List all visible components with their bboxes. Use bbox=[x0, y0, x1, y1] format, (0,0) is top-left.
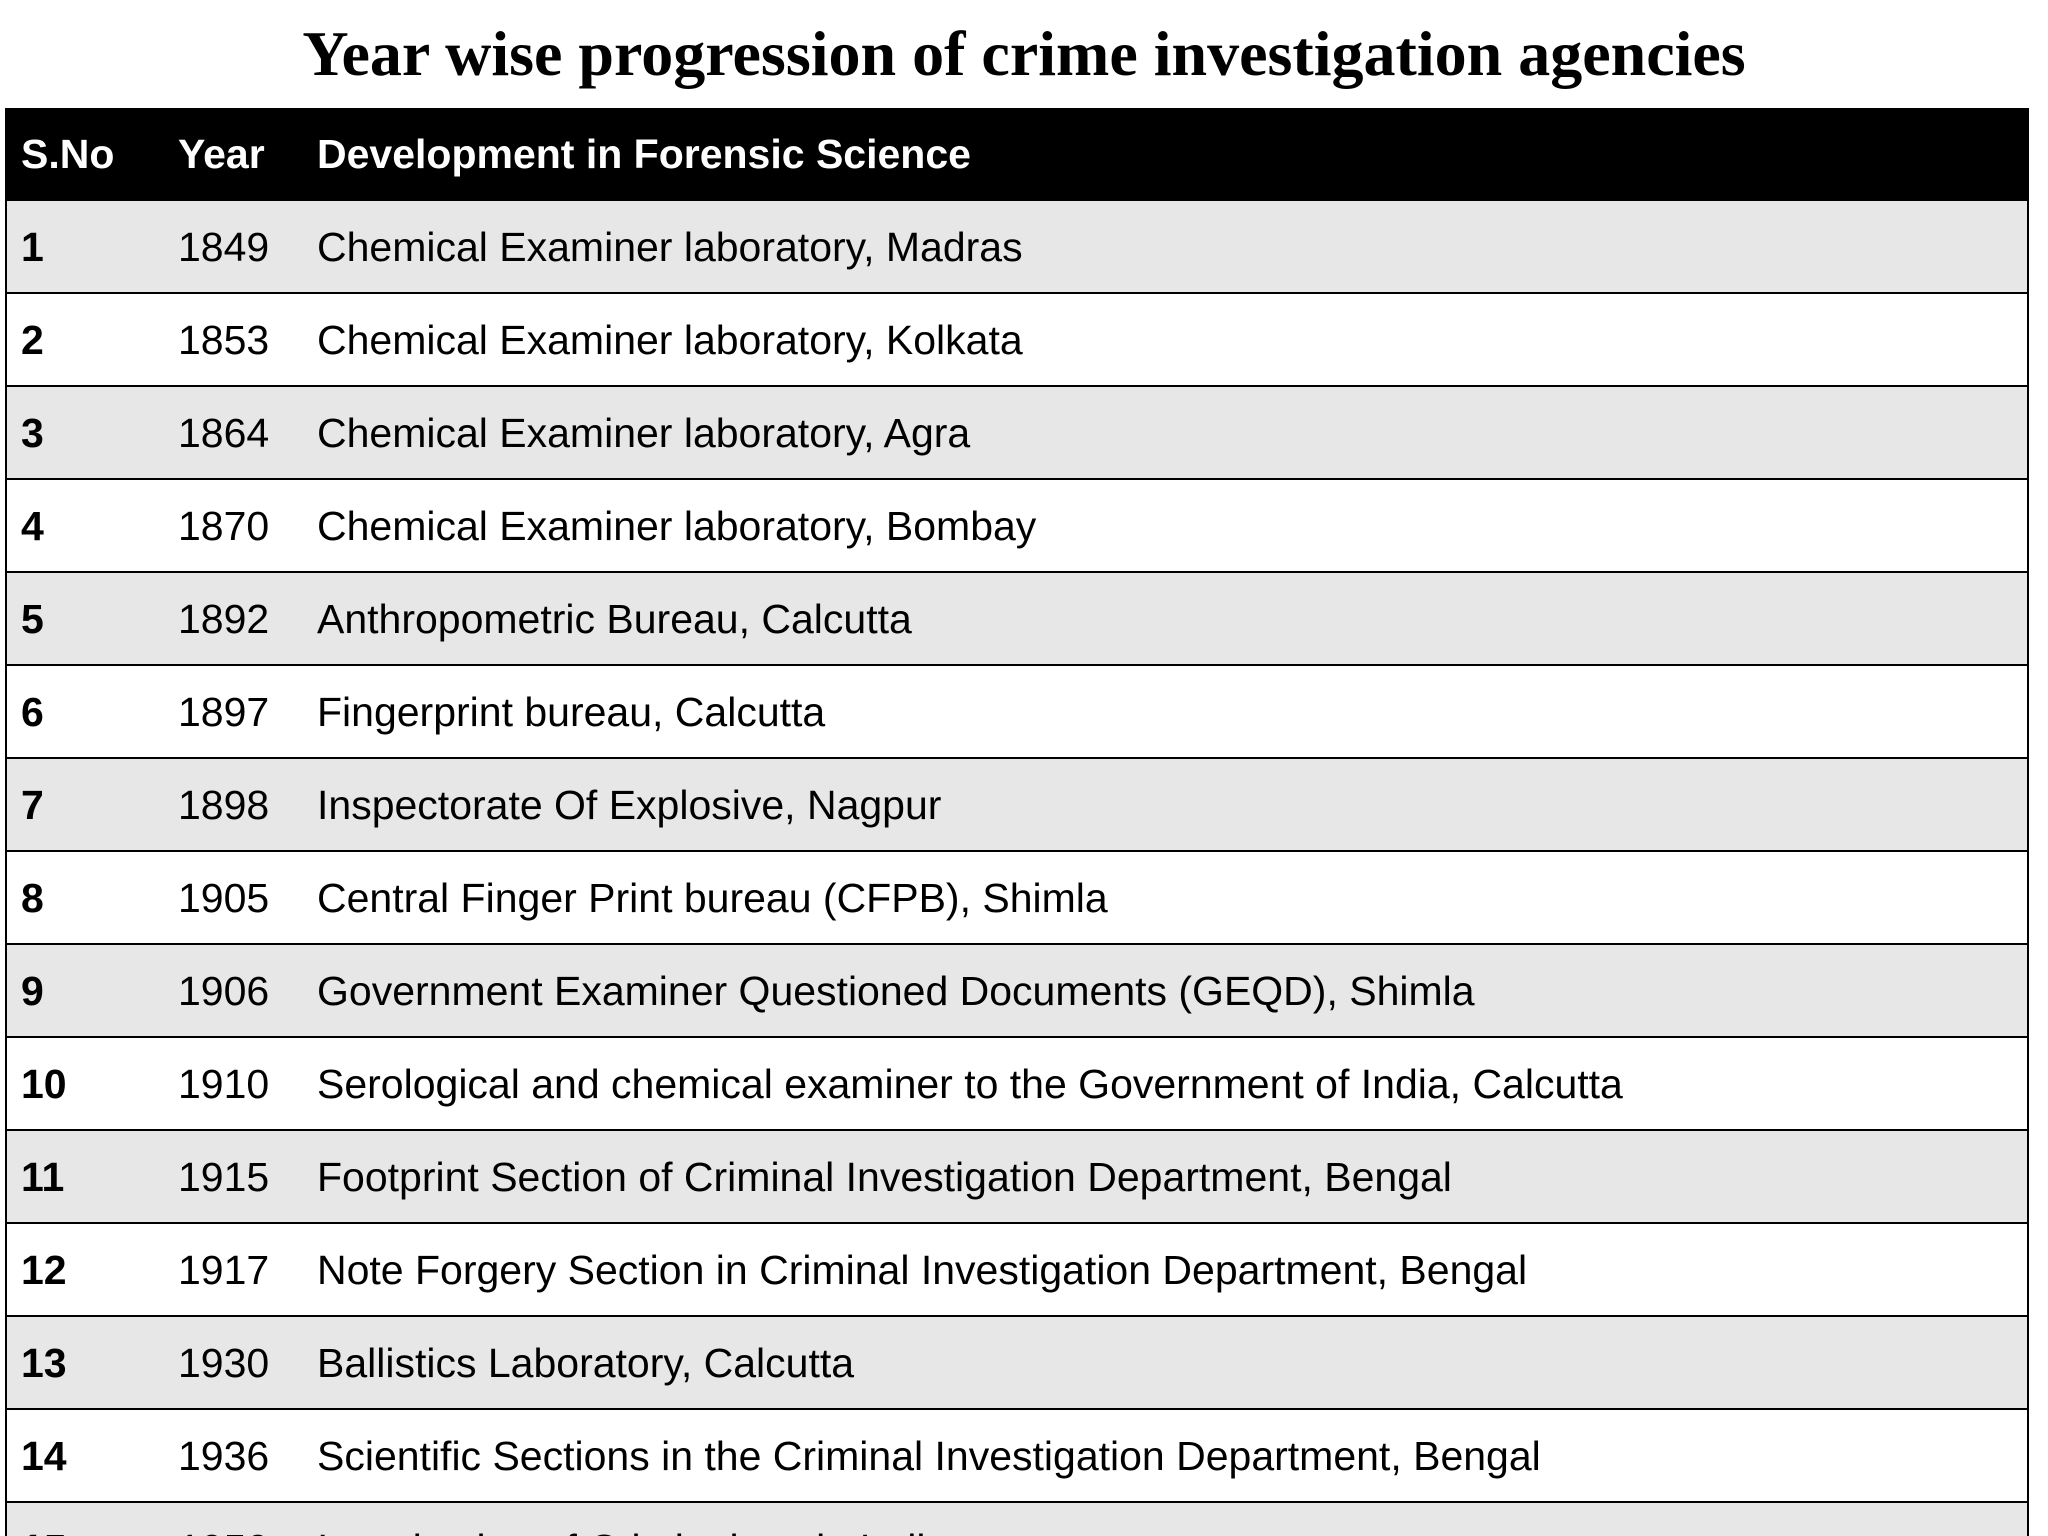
table-cell: 1950 bbox=[178, 1503, 269, 1536]
table-row: 1 1849 Chemical Examiner laboratory, Madra… bbox=[7, 201, 2027, 294]
table-row: 13 1930 Ballistics Laboratory, Calcutta bbox=[7, 1317, 2027, 1410]
table-cell: 1864 bbox=[178, 410, 270, 456]
table-cell: 1849 bbox=[178, 224, 270, 270]
table-cell: 1853 bbox=[178, 317, 270, 363]
table-cell: 14 bbox=[21, 1433, 67, 1479]
table-row: 2 1853 Chemical Examiner laboratory, Kolka… bbox=[7, 294, 2027, 387]
table-cell: 1936 bbox=[178, 1433, 270, 1479]
table-cell: Fingerprint bureau, Calcutta bbox=[317, 689, 826, 735]
table-cell: Note Forgery Section in Criminal Investi… bbox=[317, 1247, 1528, 1293]
table-cell: 10 bbox=[21, 1061, 67, 1107]
header-cell: S.No bbox=[21, 131, 115, 177]
table-cell: 1870 bbox=[178, 503, 270, 549]
table-cell: 11 bbox=[21, 1154, 65, 1200]
table-cell: Scientific Sections in the Criminal Inve… bbox=[317, 1433, 1541, 1479]
table-row: 4 1870 Chemical Examiner laboratory, Bomba… bbox=[7, 480, 2027, 573]
table-cell: 5 bbox=[21, 596, 44, 642]
table-cell: 1 bbox=[21, 224, 44, 270]
header-cell: Development in Forensic Science bbox=[317, 131, 971, 177]
header-row: S.No Year Development in Forensic Science bbox=[7, 108, 2027, 201]
table-row: 9 1906 Government Examiner Questioned Docu… bbox=[7, 945, 2027, 1038]
table-row: 7 1898 Inspectorate Of Explosive, Nagpur bbox=[7, 759, 2027, 852]
table-cell: Inspectorate Of Explosive, Nagpur bbox=[317, 782, 942, 828]
table-cell: 1930 bbox=[178, 1340, 270, 1386]
table-cell: Introduction of Criminology in India bbox=[317, 1503, 948, 1536]
table-cell: 1906 bbox=[178, 968, 270, 1014]
table-row: 12 1917 Note Forgery Section in Criminal I… bbox=[7, 1224, 2027, 1317]
table-row: 8 1905 Central Finger Print bureau (CFPB),… bbox=[7, 852, 2027, 945]
table-cell: Chemical Examiner laboratory, Agra bbox=[317, 410, 971, 456]
table-cell: 1910 bbox=[178, 1061, 270, 1107]
table-cell: 13 bbox=[21, 1340, 67, 1386]
table-cell: 6 bbox=[21, 689, 44, 735]
table: S.No Year Development in Forensic Science 1… bbox=[5, 108, 2029, 1536]
table-cell: 1897 bbox=[178, 689, 270, 735]
header-cell: Year bbox=[178, 131, 265, 177]
table-cell: 3 bbox=[21, 410, 44, 456]
table-row: 6 1897 Fingerprint bureau, Calcutta bbox=[7, 666, 2027, 759]
table-cell: Footprint Section of Criminal Investigat… bbox=[317, 1154, 1452, 1200]
table-row: 5 1892 Anthropometric Bureau, Calcutta bbox=[7, 573, 2027, 666]
table-cell: 1892 bbox=[178, 596, 270, 642]
table-cell: Chemical Examiner laboratory, Madras bbox=[317, 224, 1023, 270]
table-cell: 8 bbox=[21, 875, 44, 921]
table-row: 14 1936 Scientific Sections in the Crimina… bbox=[7, 1410, 2027, 1503]
table-cell: Government Examiner Questioned Documents… bbox=[317, 968, 1475, 1014]
table-cell: 7 bbox=[21, 782, 44, 828]
table-cell: 15 bbox=[21, 1503, 67, 1536]
table-cell: Chemical Examiner laboratory, Bombay bbox=[317, 503, 1037, 549]
table-cell: Anthropometric Bureau, Calcutta bbox=[317, 596, 912, 642]
table-cell: 4 bbox=[21, 503, 44, 549]
table-cell: 2 bbox=[21, 317, 44, 363]
table-cell: Serological and chemical examiner to the… bbox=[317, 1061, 1623, 1107]
table-cell: 9 bbox=[21, 968, 44, 1014]
table-cell: Central Finger Print bureau (CFPB), Shim… bbox=[317, 875, 1108, 921]
table-row: 3 1864 Chemical Examiner laboratory, Agra bbox=[7, 387, 2027, 480]
table-cell: 1905 bbox=[178, 875, 270, 921]
table-cell: 12 bbox=[21, 1247, 67, 1293]
table-row: 11 1915 Footprint Section of Criminal Inve… bbox=[7, 1131, 2027, 1224]
table-row: 10 1910 Serological and chemical examiner … bbox=[7, 1038, 2027, 1131]
table-cell: 1915 bbox=[178, 1154, 270, 1200]
table-cell: 1898 bbox=[178, 782, 270, 828]
title: Year wise progression of crime investiga… bbox=[302, 18, 1746, 89]
table-cell: Chemical Examiner laboratory, Kolkata bbox=[317, 317, 1023, 363]
table-row: 15 1950 Introduction of Criminology in Ind… bbox=[7, 1503, 2027, 1536]
table-cell: 1917 bbox=[178, 1247, 270, 1293]
table-cell: Ballistics Laboratory, Calcutta bbox=[317, 1340, 855, 1386]
